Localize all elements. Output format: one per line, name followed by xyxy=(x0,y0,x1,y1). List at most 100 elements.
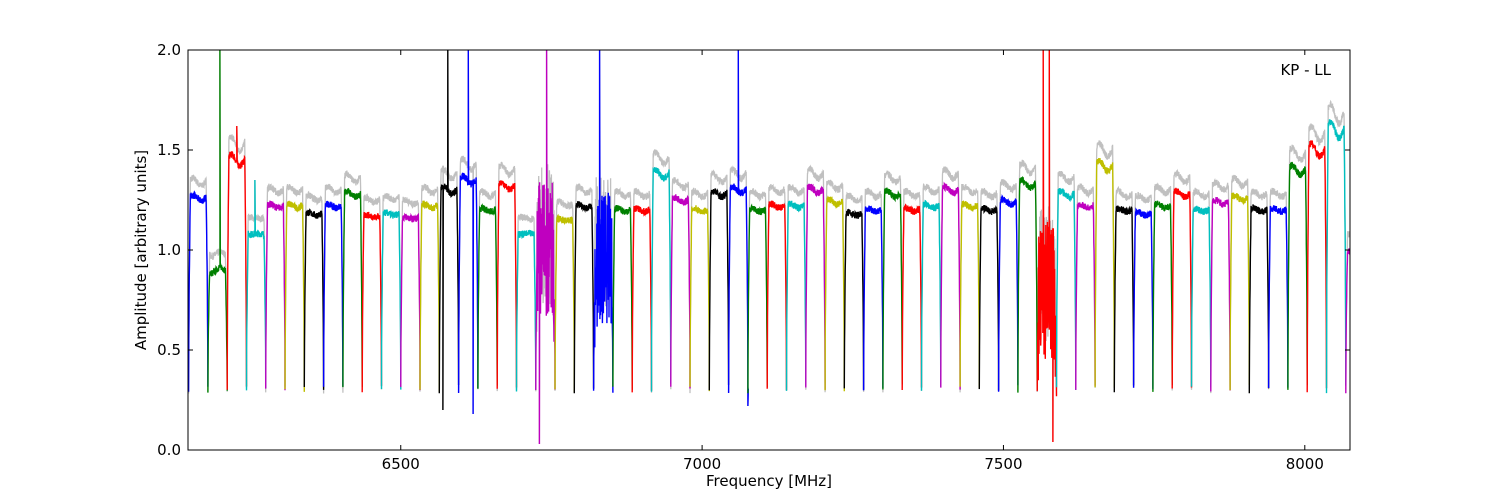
channel-trace-50 xyxy=(1132,207,1154,390)
y-tick-label: 1.5 xyxy=(157,141,181,159)
channel-trace-60 xyxy=(1325,119,1347,394)
channel-trace-37 xyxy=(882,187,903,390)
channel-trace-21 xyxy=(573,201,595,394)
channel-trace-35 xyxy=(843,208,865,390)
reference-trace-58 xyxy=(1287,144,1308,389)
x-tick-label: 7500 xyxy=(984,455,1022,473)
reference-trace-60 xyxy=(1325,99,1347,389)
reference-trace-35 xyxy=(843,191,865,391)
reference-trace-61 xyxy=(1345,231,1350,390)
channel-trace-56 xyxy=(1248,204,1270,394)
reference-trace-12 xyxy=(400,196,421,392)
reference-trace-36 xyxy=(862,187,884,392)
channel-trace-48 xyxy=(1094,157,1116,388)
channel-trace-4 xyxy=(245,179,267,391)
channel-trace-31 xyxy=(766,200,788,391)
reference-trace-55 xyxy=(1229,174,1250,391)
reference-trace-50 xyxy=(1132,191,1154,388)
reference-trace-33 xyxy=(805,164,826,390)
channel-trace-34 xyxy=(824,195,845,392)
channel-trace-41 xyxy=(959,200,980,388)
channel-trace-17 xyxy=(496,180,518,389)
y-tick-label: 1.0 xyxy=(157,241,181,259)
channel-trace-22 xyxy=(592,50,614,393)
reference-trace-25 xyxy=(650,149,672,393)
channel-trace-15 xyxy=(457,50,479,415)
channel-trace-24 xyxy=(631,204,653,393)
channel-trace-6 xyxy=(284,200,305,392)
channel-trace-39 xyxy=(920,199,942,391)
reference-trace-1 xyxy=(188,174,209,394)
channel-trace-20 xyxy=(554,213,575,393)
channel-trace-49 xyxy=(1113,205,1135,393)
channel-trace-53 xyxy=(1190,205,1212,388)
reference-trace-43 xyxy=(997,178,1019,390)
channel-trace-28 xyxy=(708,187,730,391)
channel-trace-9 xyxy=(342,188,363,388)
channel-trace-5 xyxy=(265,200,286,391)
reference-trace-59 xyxy=(1306,123,1328,390)
x-tick-label: 8000 xyxy=(1286,455,1324,473)
channel-trace-47 xyxy=(1075,201,1096,390)
reference-trace-34 xyxy=(824,179,845,393)
reference-trace-24 xyxy=(631,187,653,390)
channel-trace-42 xyxy=(978,204,1000,391)
reference-trace-31 xyxy=(766,183,788,391)
channel-trace-61 xyxy=(1345,248,1350,394)
channel-trace-33 xyxy=(805,183,826,390)
reference-trace-16 xyxy=(477,187,498,392)
channel-trace-43 xyxy=(997,194,1019,392)
channel-trace-7 xyxy=(303,208,325,390)
reference-trace-49 xyxy=(1113,186,1135,388)
reference-trace-52 xyxy=(1171,168,1193,391)
reference-trace-18 xyxy=(515,213,537,392)
channel-trace-52 xyxy=(1171,187,1193,389)
channel-trace-10 xyxy=(361,211,383,393)
reference-trace-38 xyxy=(901,187,923,392)
channel-traces-layer xyxy=(188,50,1350,445)
channel-trace-57 xyxy=(1267,205,1289,389)
reference-trace-26 xyxy=(670,177,691,390)
reference-trace-21 xyxy=(573,183,595,389)
x-tick-label: 6500 xyxy=(382,455,420,473)
channel-trace-14 xyxy=(438,50,460,411)
reference-trace-13 xyxy=(419,183,440,391)
channel-trace-29 xyxy=(727,50,749,407)
channel-trace-38 xyxy=(901,203,923,391)
reference-trace-4 xyxy=(245,179,267,393)
channel-trace-44 xyxy=(1017,176,1038,393)
channel-trace-55 xyxy=(1229,192,1251,391)
reference-trace-28 xyxy=(708,169,730,387)
reference-trace-7 xyxy=(303,190,325,392)
y-axis-label: Amplitude [arbitrary units] xyxy=(132,150,150,350)
channel-trace-8 xyxy=(322,200,344,387)
reference-trace-5 xyxy=(265,183,286,387)
annotation-label: KP - LL xyxy=(1280,61,1331,79)
reference-trace-9 xyxy=(342,170,363,393)
reference-trace-11 xyxy=(380,192,402,387)
channel-trace-59 xyxy=(1306,140,1328,393)
reference-trace-17 xyxy=(496,161,518,391)
reference-trace-47 xyxy=(1075,183,1096,390)
axis-ticks: 6500 7000 7500 8000 0.0 0.5 1.0 1.5 2.0 xyxy=(157,41,1350,473)
reference-trace-46 xyxy=(1055,170,1077,390)
channel-trace-40 xyxy=(940,181,961,390)
x-tick-label: 7000 xyxy=(683,455,721,473)
reference-trace-44 xyxy=(1017,159,1038,391)
reference-trace-8 xyxy=(322,183,344,394)
channel-trace-45 xyxy=(1036,50,1058,443)
reference-trace-20 xyxy=(554,197,575,391)
channel-trace-51 xyxy=(1152,200,1173,392)
channel-trace-16 xyxy=(477,203,498,389)
channel-trace-58 xyxy=(1287,161,1308,390)
reference-trace-32 xyxy=(785,183,807,388)
reference-trace-41 xyxy=(959,183,980,393)
channel-trace-2 xyxy=(207,50,228,393)
reference-trace-56 xyxy=(1248,188,1270,390)
y-tick-label: 0.5 xyxy=(157,341,181,359)
reference-trace-40 xyxy=(940,166,961,388)
channel-trace-54 xyxy=(1210,196,1231,392)
channel-trace-11 xyxy=(380,209,402,390)
reference-trace-48 xyxy=(1094,140,1115,389)
